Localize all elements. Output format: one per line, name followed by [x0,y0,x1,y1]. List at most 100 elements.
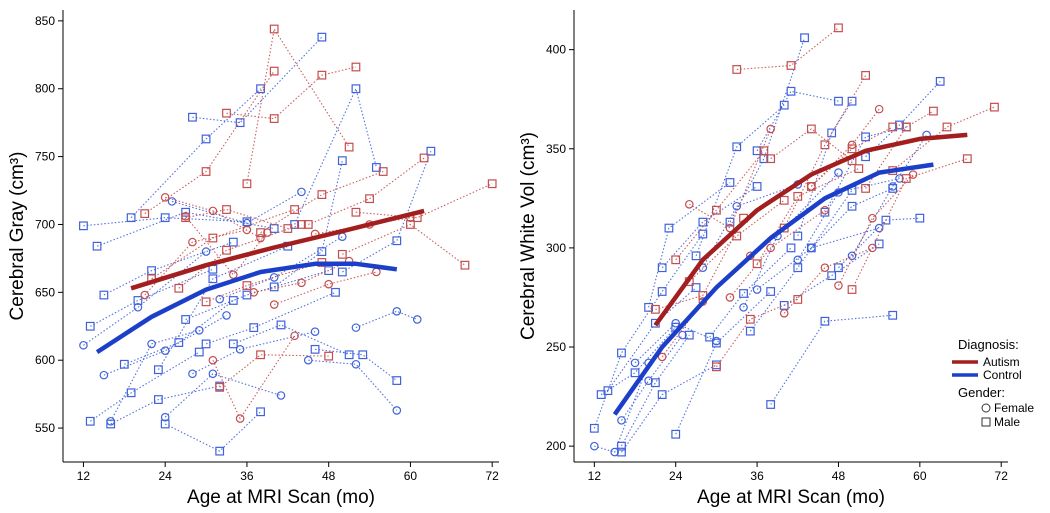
subject-trajectory [99,237,238,300]
subject-trajectory [752,223,884,294]
female-point [412,315,422,324]
male-point [779,195,789,205]
female-point [351,359,361,369]
subject-trajectory [671,146,769,265]
male-point [215,446,225,456]
male-point [820,140,830,150]
female-point [807,182,816,191]
female-point [684,199,694,209]
male-point [745,326,755,336]
trajectory-line [185,270,329,321]
trajectory-line [185,208,288,230]
trajectory-line [165,196,261,239]
legend: Diagnosis: Autism Control Gender: Female… [952,337,1034,429]
male-point [834,23,843,33]
female-point [820,205,830,215]
male-point [962,154,972,164]
trajectory-line [185,215,268,276]
male-point [344,142,354,152]
subject-trajectory [351,179,497,223]
male-point [256,407,265,417]
trajectory-line [226,66,357,120]
female-point [106,416,115,426]
trajectory-line [709,247,792,338]
female-point [752,285,762,294]
male-point [317,70,327,80]
subject-trajectory [160,369,286,422]
female-point [712,336,721,346]
male-point [712,362,721,372]
female-point [99,370,109,380]
female-point [725,293,735,302]
subject-trajectory [861,106,938,193]
trajectory-line [205,291,336,345]
trajectory-line [83,217,247,227]
male-point [126,388,136,398]
male-point [358,350,368,360]
subject-trajectory [85,347,204,426]
male-point [603,386,613,396]
x-tick-label: 72 [995,469,1009,483]
male-point [351,62,361,72]
trajectory-line [178,223,302,289]
male-point [732,231,742,241]
male-point [79,221,88,231]
trajectory-line [355,310,418,329]
trajectory-line [797,177,900,261]
legend-female-marker [981,403,991,413]
male-point [215,382,225,392]
legend-control-label: Control [983,368,1022,382]
female-point [208,369,218,379]
y-axis-title: Cerebral White Vol (cm³) [518,132,539,340]
y-tick-label: 600 [35,353,55,367]
trajectory-line [783,247,873,314]
trajectory-line [865,81,941,158]
trajectory-line [103,314,227,376]
male-point [793,295,803,304]
male-point [201,134,211,144]
male-point [324,266,334,276]
female-point [834,281,843,290]
female-point [807,243,816,253]
subject-trajectory [691,100,789,261]
male-point [317,32,327,42]
male-point [671,429,681,439]
female-point [895,174,904,183]
male-point [344,350,354,360]
male-point [337,156,347,166]
male-point [222,245,231,255]
x-tick-label: 60 [404,469,418,483]
male-point [766,400,776,409]
male-point [990,102,999,112]
trajectory-line [192,331,316,375]
male-point [174,338,184,347]
legend-gender-title: Gender: [958,385,1005,400]
x-tick-label: 24 [669,469,683,483]
male-point [888,310,898,320]
x-tick-label: 36 [750,469,764,483]
subject-trajectory [140,225,252,300]
male-point [705,332,715,342]
trajectory-line [600,326,677,396]
subject-trajectory [79,213,252,231]
female-point [160,193,170,202]
male-point [617,348,626,358]
subject-trajectory [181,205,293,233]
subject-trajectory [188,327,320,379]
male-point [256,350,265,360]
trajectory-line [144,70,275,215]
male-point [269,66,279,76]
female-point [644,376,653,386]
trajectory-line [702,183,798,268]
subject-trajectory [779,243,877,318]
legend-male-label: Male [994,415,1020,429]
male-point [290,205,300,214]
trajectory-line [824,126,907,213]
male-point [800,33,809,43]
male-point [119,359,129,369]
trajectory-line [130,88,261,219]
male-point [759,146,769,156]
subject-trajectory [779,239,884,310]
female-point [229,270,238,279]
trajectory-line [164,411,261,452]
